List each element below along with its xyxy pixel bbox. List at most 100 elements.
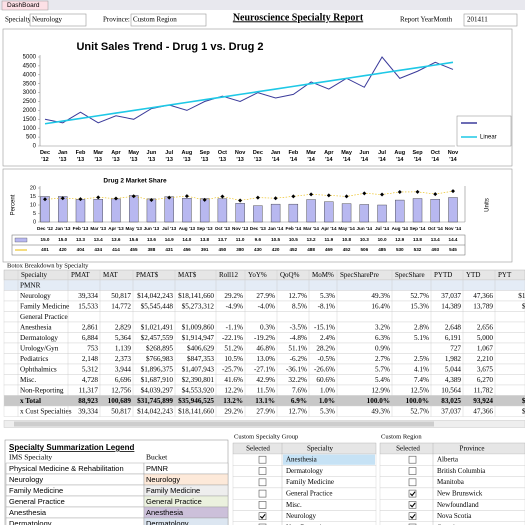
specialty-select[interactable]	[29, 13, 87, 27]
table-cell: Dermatology	[20, 334, 58, 342]
table-row	[3, 405, 525, 417]
checkmark	[409, 491, 416, 497]
list-item: Ontario	[437, 523, 459, 525]
table-cell: $1,896,375	[141, 365, 174, 373]
checkbox[interactable]	[408, 467, 417, 475]
table-cell: 5.4%	[375, 376, 390, 384]
table-cell: 6,884	[82, 334, 99, 342]
list-item: Nova Scotia	[437, 512, 472, 520]
x-tick-label: Jul '14	[378, 150, 387, 163]
x-tick-label: Oct '13	[215, 226, 231, 231]
table-cell: PMNR	[20, 281, 41, 289]
x-tick-label: Nov '13	[232, 226, 249, 231]
y-tick-label: 4000	[23, 72, 37, 78]
table-cell: $766,983	[146, 355, 173, 363]
x-tick-label: Aug '14	[392, 226, 409, 231]
checkbox[interactable]	[258, 467, 267, 475]
checkbox[interactable]	[408, 478, 417, 487]
chart-frame	[2, 28, 513, 167]
point	[273, 196, 278, 201]
table-cell: 49.3%	[371, 407, 390, 415]
table-cell: -3.5%	[290, 323, 307, 331]
province-select[interactable]	[130, 13, 207, 27]
checkbox[interactable]	[258, 489, 267, 498]
bar	[341, 203, 352, 223]
table-cell: 51.2%	[224, 344, 243, 352]
data-label: 469	[325, 247, 333, 252]
checkbox[interactable]	[408, 489, 417, 498]
table-cell: 51.1%	[288, 344, 307, 352]
data-label: 452	[343, 247, 351, 252]
table-cell: 100.0%	[406, 397, 429, 405]
checkbox[interactable]	[408, 455, 417, 464]
x-tick-label: Jan '13	[58, 150, 68, 163]
bar	[75, 199, 86, 223]
select-value[interactable]: Custom Region	[133, 16, 177, 24]
data-label: 10.5	[289, 237, 298, 242]
checkbox[interactable]	[408, 501, 417, 509]
table-cell: 13.2%	[223, 397, 243, 405]
checkbox[interactable]	[258, 478, 267, 487]
x-tick-label: Jun '13	[147, 150, 157, 163]
list-item: General Practice	[286, 490, 332, 498]
x-tick-label: May '13	[125, 226, 142, 231]
table-cell: 727	[450, 344, 461, 352]
table-cell: 6,696	[115, 376, 132, 384]
table-cell: -4.0%	[258, 302, 275, 310]
bar	[430, 199, 440, 223]
tab[interactable]	[1, 0, 49, 11]
y-tick-label: 3000	[23, 90, 37, 96]
bar	[306, 199, 316, 223]
table-cell: 14,772	[111, 302, 131, 310]
table-cell: 1.0%	[319, 397, 335, 405]
legend	[456, 115, 512, 147]
y-tick-label: 10	[30, 202, 36, 208]
filter-label: Report YearMonth	[400, 16, 453, 24]
table-cell: 28.2%	[316, 344, 335, 352]
legend-bucket: Family Medicine	[146, 486, 200, 495]
data-label: 456	[183, 247, 191, 252]
data-label: 12.9	[395, 237, 404, 242]
column-header: PYT	[498, 271, 512, 279]
x-tick-label: Sep '14	[410, 226, 426, 231]
x-tick-label: Aug '13	[179, 226, 196, 231]
table-cell: 37,037	[441, 407, 461, 415]
yearmonth-select[interactable]	[463, 13, 518, 27]
legend-bucket: Anesthesia	[146, 508, 184, 517]
x-tick-label: Apr '14	[324, 150, 334, 163]
table-cell: Urology/Gyn	[20, 344, 59, 352]
table-cell: 12,756	[111, 386, 131, 394]
checkmark	[259, 513, 266, 519]
x-tick-label: Jun '13	[144, 226, 160, 231]
checkbox[interactable]	[408, 512, 417, 521]
bar	[111, 198, 121, 223]
table-cell: 2.4%	[320, 334, 335, 342]
table-cell: 29.2%	[224, 407, 243, 415]
x-tick-label: Sep '14	[412, 150, 423, 163]
data-label: 14.9	[165, 237, 174, 242]
select-value[interactable]: 201411	[467, 16, 488, 24]
checkbox[interactable]	[258, 501, 267, 509]
x-tick-label: Mar '14	[303, 226, 319, 231]
legend-specialty: Dermatology	[9, 519, 52, 525]
table-cell: 12.7%	[288, 407, 307, 415]
point	[415, 189, 420, 194]
checkbox[interactable]	[258, 455, 267, 464]
scrollbar-thumb[interactable]	[14, 421, 434, 427]
point	[113, 196, 118, 201]
table-cell: Family Medicine	[20, 302, 69, 310]
x-tick-label: Dec '13	[250, 226, 266, 231]
select-value[interactable]: Neurology	[32, 16, 62, 24]
table-cell: 47,366	[473, 407, 493, 415]
point	[397, 189, 402, 194]
table-cell: 13.1%	[255, 397, 275, 405]
x-tick-label: Apr '13	[111, 150, 121, 163]
legend-bucket: Dermatology	[146, 519, 189, 525]
checkbox[interactable]	[258, 512, 267, 521]
x-tick-label: May '14	[341, 150, 353, 163]
point	[167, 195, 172, 200]
tab-label[interactable]: DashBoard	[7, 2, 40, 9]
x-tick-label: Aug '14	[394, 150, 405, 163]
data-label: 450	[219, 247, 227, 252]
table-cell: 5,312	[82, 365, 99, 373]
